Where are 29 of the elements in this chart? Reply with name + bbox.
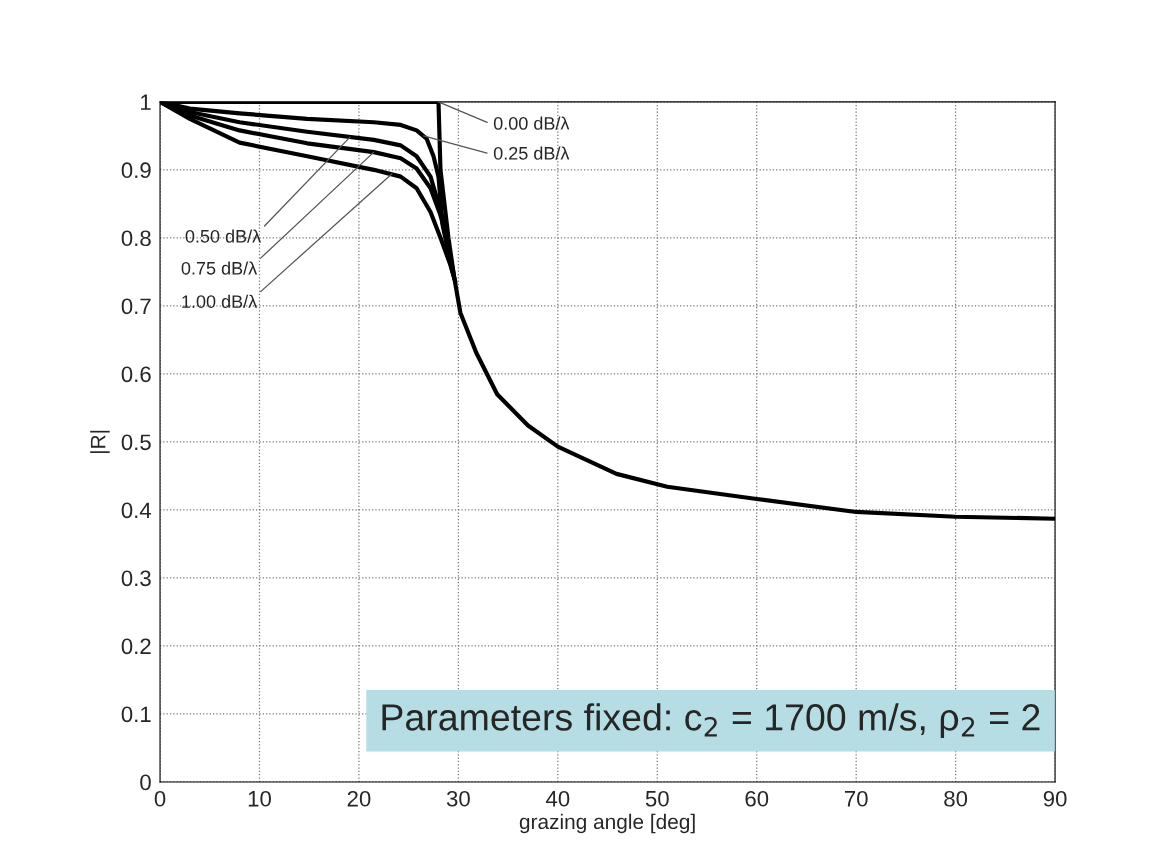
annotation: 0.25 dB/λ <box>493 146 570 160</box>
y-tick-label: 0.8 <box>121 230 151 247</box>
x-tick-label: 20 <box>347 790 371 807</box>
y-tick-label: 0 <box>140 774 151 791</box>
annotation: 0.50 dB/λ <box>185 229 262 243</box>
y-axis-title: |R| <box>90 430 110 453</box>
y-tick-label: 0.4 <box>121 502 152 519</box>
y-tick-label: 0.6 <box>121 366 151 383</box>
y-tick-label: 0.1 <box>121 706 151 723</box>
y-tick-label: 0.3 <box>121 570 151 587</box>
x-tick-label: 40 <box>545 790 570 807</box>
annotation: 0.75 dB/λ <box>181 261 258 275</box>
annotation: 1.00 dB/λ <box>182 294 258 308</box>
x-tick-label: 90 <box>1043 790 1067 807</box>
x-tick-label: 70 <box>844 790 868 807</box>
x-tick-label: 50 <box>645 790 669 807</box>
x-tick-label: 0 <box>154 790 166 807</box>
y-tick-label: 0.5 <box>121 434 151 451</box>
x-tick-label: 60 <box>745 790 769 807</box>
annotation: 0.00 dB/λ <box>493 116 570 130</box>
x-axis-title: grazing angle [deg] <box>519 813 695 834</box>
x-tick-label: 30 <box>446 790 470 807</box>
y-tick-label: 0.2 <box>121 638 151 655</box>
y-tick-label: 0.7 <box>121 298 151 315</box>
y-tick-label: 0.9 <box>121 162 151 179</box>
x-tick-label: 10 <box>248 790 271 807</box>
x-tick-label: 80 <box>944 790 968 807</box>
annotation: Parameters fixed: c$_{2}$ = 1700 m/s, ρ$_{2}$ = 2 <box>382 703 1040 739</box>
y-tick-label: 1 <box>141 94 151 110</box>
